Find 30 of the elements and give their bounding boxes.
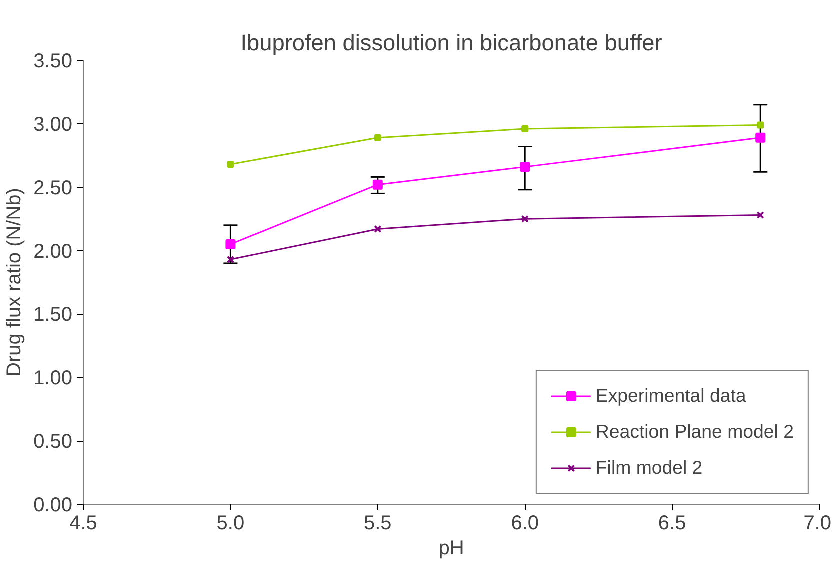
point	[374, 225, 382, 234]
y-tick-label: 3.50	[34, 50, 73, 72]
x-tick-label: 7.0	[804, 512, 832, 534]
point	[757, 122, 764, 129]
y-tick-label: 3.00	[34, 114, 73, 136]
legend-label: Reaction Plane model 2	[596, 421, 794, 443]
point	[521, 215, 529, 223]
x-tick-label: 6.5	[658, 512, 686, 534]
x-axis-title: pH	[438, 538, 464, 560]
point	[756, 132, 766, 143]
point	[522, 126, 529, 133]
point	[226, 239, 236, 250]
legend-label: Film model 2	[596, 457, 703, 479]
y-tick-label: 0.50	[34, 431, 73, 454]
point	[227, 161, 234, 168]
point	[374, 134, 382, 142]
legend-label: Experimental data	[596, 385, 746, 407]
x-tick-label: 6.0	[511, 512, 540, 534]
y-axis-title: Drug flux ratio (N/Nb)	[4, 188, 26, 377]
y-tick-label: 2.00	[34, 240, 73, 263]
x-tick-label: 5.5	[364, 512, 392, 534]
y-tick-label: 1.50	[34, 304, 73, 326]
point	[520, 162, 530, 172]
point	[372, 180, 383, 190]
point	[226, 256, 235, 264]
y-tick-label: 1.00	[34, 368, 73, 390]
x-tick-label: 5.0	[216, 512, 245, 534]
chart-title: Ibuprofen dissolution in bicarbonate buffer	[240, 30, 663, 56]
y-tick-label: 2.50	[34, 177, 73, 200]
point	[756, 211, 764, 220]
